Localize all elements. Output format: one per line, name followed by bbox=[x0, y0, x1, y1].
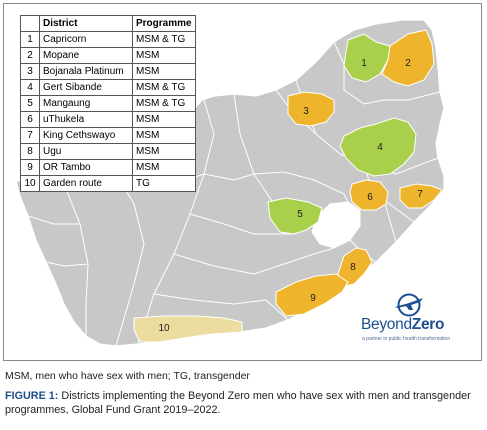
row-number: 9 bbox=[20, 159, 40, 176]
table-row: 1 Capricorn MSM & TG bbox=[20, 31, 196, 48]
table-row: 8 Ugu MSM bbox=[20, 143, 196, 160]
district-label-9: 9 bbox=[310, 293, 316, 304]
row-programme: MSM & TG bbox=[132, 79, 196, 96]
row-district: Mopane bbox=[39, 47, 133, 64]
row-district: Ugu bbox=[39, 143, 133, 160]
logo-name-part2: Zero bbox=[411, 316, 445, 333]
row-number: 4 bbox=[20, 79, 40, 96]
row-district: Bojanala Platinum bbox=[39, 63, 133, 80]
header-num bbox=[20, 15, 40, 32]
row-district: Capricorn bbox=[39, 31, 133, 48]
row-number: 6 bbox=[20, 111, 40, 128]
header-programme: Programme bbox=[132, 15, 196, 32]
district-3-bojanala bbox=[287, 91, 335, 127]
district-6-uthukela bbox=[349, 179, 389, 211]
district-label-8: 8 bbox=[350, 262, 356, 273]
lesotho-enclave bbox=[311, 201, 361, 249]
district-9-or-tambo bbox=[275, 273, 349, 317]
table-row: 6 uThukela MSM bbox=[20, 111, 196, 128]
row-district: Mangaung bbox=[39, 95, 133, 112]
figure-caption: FIGURE 1: Districts implementing the Bey… bbox=[5, 389, 482, 417]
district-label-2: 2 bbox=[405, 58, 411, 69]
district-label-6: 6 bbox=[367, 192, 373, 203]
district-7-king-cethswayo bbox=[399, 183, 443, 209]
south-africa-map: 1 2 3 4 5 6 7 8 9 10 bbox=[15, 19, 445, 347]
table-header-row: District Programme bbox=[20, 15, 196, 32]
row-programme: MSM bbox=[132, 111, 196, 128]
district-4-gert-sibande bbox=[339, 117, 417, 177]
beyond-zero-logo: BeyondZero a partner in public health tr… bbox=[353, 293, 473, 353]
row-programme: MSM & TG bbox=[132, 31, 196, 48]
plane-icon bbox=[395, 293, 423, 317]
row-programme: MSM bbox=[132, 159, 196, 176]
row-district: Garden route bbox=[39, 175, 133, 192]
table-row: 2 Mopane MSM bbox=[20, 47, 196, 64]
row-programme: TG bbox=[132, 175, 196, 192]
caption-label: FIGURE 1: bbox=[5, 390, 59, 402]
district-label-1: 1 bbox=[361, 58, 367, 69]
row-number: 8 bbox=[20, 143, 40, 160]
row-number: 3 bbox=[20, 63, 40, 80]
row-number: 1 bbox=[20, 31, 40, 48]
row-programme: MSM bbox=[132, 127, 196, 144]
district-10-garden-route bbox=[133, 315, 243, 343]
logo-tagline: a partner in public health transformatio… bbox=[362, 336, 451, 342]
row-district: King Cethswayo bbox=[39, 127, 133, 144]
row-district: uThukela bbox=[39, 111, 133, 128]
district-5-mangaung bbox=[267, 197, 323, 235]
figure-frame: 1 2 3 4 5 6 7 8 9 10 District Programme … bbox=[3, 3, 482, 361]
row-number: 5 bbox=[20, 95, 40, 112]
district-1-capricorn bbox=[343, 33, 391, 83]
row-programme: MSM & TG bbox=[132, 95, 196, 112]
header-district: District bbox=[39, 15, 133, 32]
district-label-10: 10 bbox=[158, 323, 170, 334]
row-number: 2 bbox=[20, 47, 40, 64]
row-programme: MSM bbox=[132, 47, 196, 64]
district-label-5: 5 bbox=[297, 209, 303, 220]
table-row: 5 Mangaung MSM & TG bbox=[20, 95, 196, 112]
logo-wordmark: BeyondZero bbox=[361, 316, 444, 334]
table-row: 9 OR Tambo MSM bbox=[20, 159, 196, 176]
row-number: 7 bbox=[20, 127, 40, 144]
footnote: MSM, men who have sex with men; TG, tran… bbox=[5, 370, 250, 382]
caption-text: Districts implementing the Beyond Zero m… bbox=[5, 390, 471, 416]
row-number: 10 bbox=[20, 175, 40, 192]
district-boundaries bbox=[27, 41, 441, 347]
district-label-4: 4 bbox=[377, 142, 383, 153]
row-district: Gert Sibande bbox=[39, 79, 133, 96]
table-row: 7 King Cethswayo MSM bbox=[20, 127, 196, 144]
table-row: 3 Bojanala Platinum MSM bbox=[20, 63, 196, 80]
district-label-3: 3 bbox=[303, 106, 309, 117]
row-programme: MSM bbox=[132, 143, 196, 160]
table-row: 10 Garden route TG bbox=[20, 175, 196, 192]
district-label-7: 7 bbox=[417, 189, 423, 200]
logo-name-part1: Beyond bbox=[361, 316, 412, 333]
table-row: 4 Gert Sibande MSM & TG bbox=[20, 79, 196, 96]
district-2-mopane bbox=[381, 29, 435, 87]
row-district: OR Tambo bbox=[39, 159, 133, 176]
row-programme: MSM bbox=[132, 63, 196, 80]
